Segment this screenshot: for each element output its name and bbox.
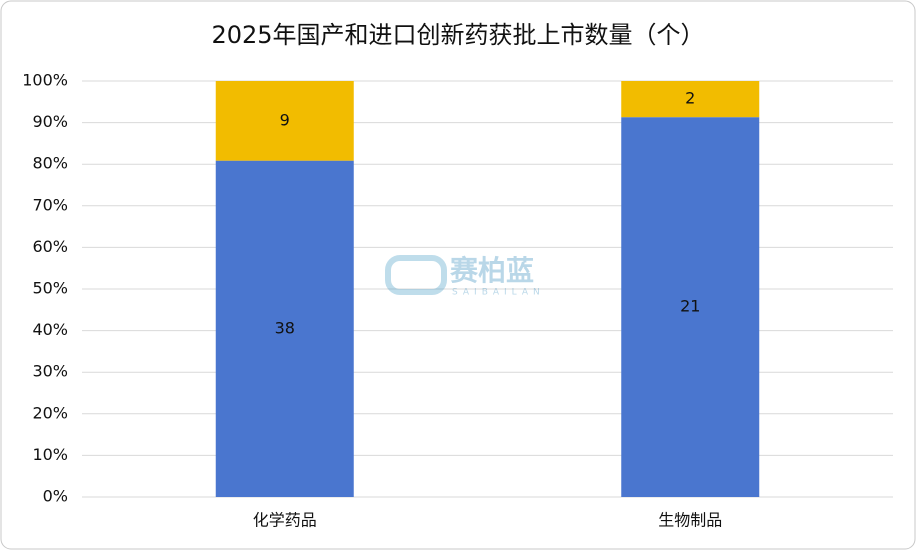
y-tick-label: 40%	[32, 320, 68, 339]
watermark: 赛柏蓝 SAIBAILAN	[385, 254, 545, 298]
bar-segment	[621, 81, 760, 118]
data-label: 21	[680, 297, 700, 316]
data-label: 38	[275, 318, 295, 337]
y-tick-label: 80%	[32, 154, 68, 173]
y-tick-label: 100%	[22, 71, 68, 90]
y-tick-label: 60%	[32, 237, 68, 256]
y-tick-label: 70%	[32, 195, 68, 214]
x-tick-label: 生物制品	[658, 511, 722, 530]
chart-title: 2025年国产和进口创新药获批上市数量（个）	[211, 21, 704, 49]
y-tick-label: 10%	[32, 445, 68, 464]
x-tick-label: 化学药品	[253, 511, 317, 530]
data-label: 2	[685, 89, 695, 108]
watermark-subtext: SAIBAILAN	[452, 288, 545, 298]
y-tick-label: 30%	[32, 362, 68, 381]
bar-segment	[215, 160, 354, 497]
bar-segment	[215, 81, 354, 161]
y-tick-label: 20%	[32, 403, 68, 422]
y-tick-label: 90%	[32, 112, 68, 131]
y-tick-label: 50%	[32, 279, 68, 298]
y-tick-label: 0%	[43, 487, 68, 506]
watermark-logo	[385, 255, 447, 295]
watermark-text: 赛柏蓝	[450, 254, 534, 287]
bar-segment	[621, 117, 760, 497]
data-label: 9	[280, 110, 290, 129]
